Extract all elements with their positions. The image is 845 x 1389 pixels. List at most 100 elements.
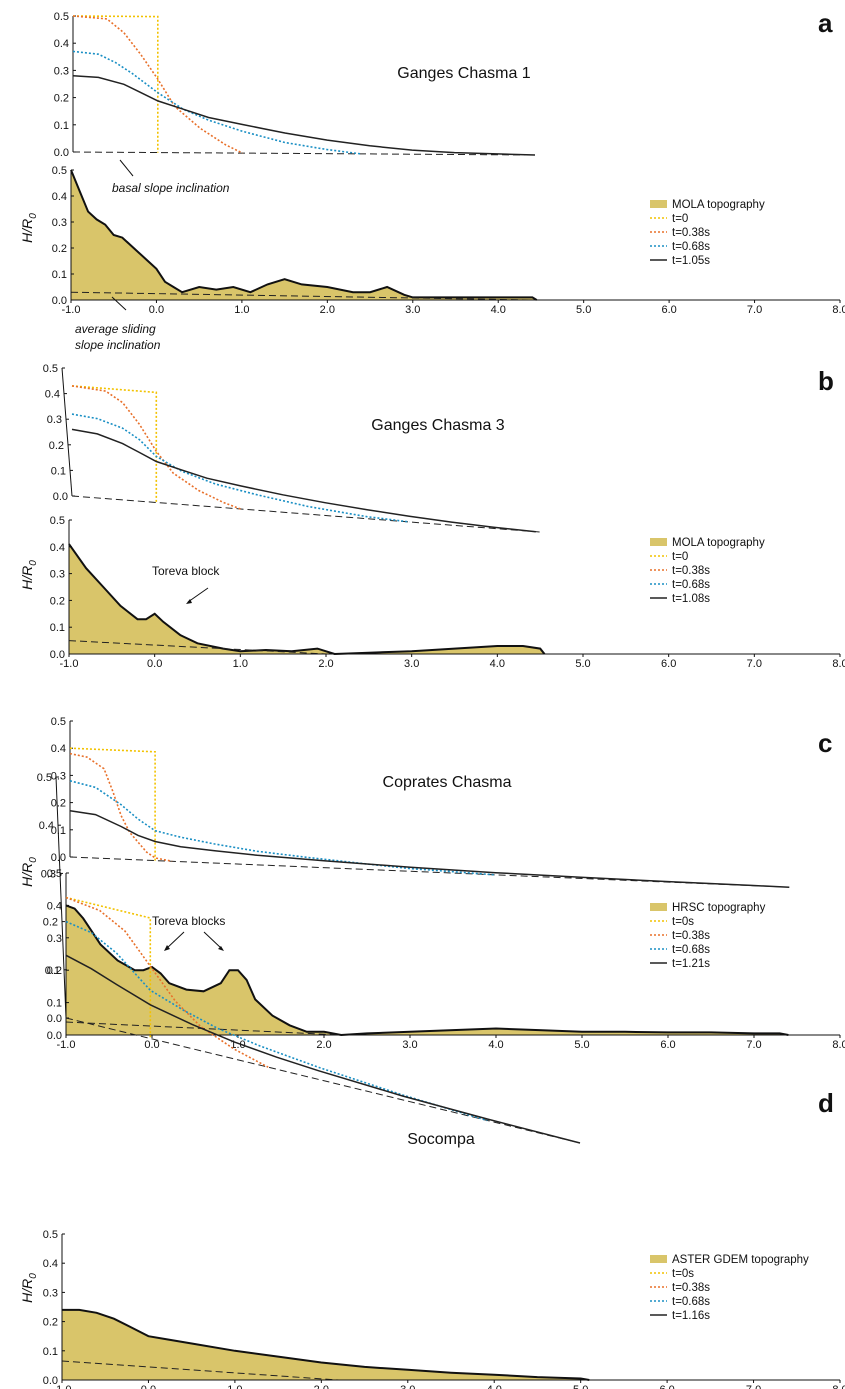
x-tick-label: 8.0 — [832, 658, 845, 670]
y-axis-label-main: H/R — [19, 219, 35, 243]
annotation-arrow — [203, 931, 223, 950]
panel-title: Coprates Chasma — [383, 774, 512, 791]
annotation-arrow — [187, 587, 209, 603]
y-axis-label-sub: 0 — [28, 857, 39, 863]
x-tick-label: 6.0 — [659, 1384, 674, 1389]
top-y-tick-label: 0.5 — [54, 11, 69, 23]
y-axis-label: H/R0 — [19, 857, 39, 887]
legend-entry: MOLA topography — [672, 537, 765, 549]
annotation-arrow — [165, 931, 185, 950]
series-t-0 — [72, 15, 159, 153]
top-y-tick-label: 0.2 — [49, 440, 64, 452]
topography-outline — [65, 904, 789, 1037]
annotation-arrowhead — [186, 599, 192, 604]
y-tick-label: 0.2 — [50, 595, 65, 607]
panel-letter: a — [818, 8, 833, 38]
top-y-tick-label: 0.4 — [51, 743, 66, 755]
legend-entry: t=1.21s — [672, 958, 710, 970]
x-tick-label: 3.0 — [402, 1039, 417, 1051]
legend-swatch — [650, 903, 667, 911]
legend-entry: t=0.38s — [672, 930, 710, 942]
y-axis-label-main: H/R — [19, 1279, 35, 1303]
y-axis-label-main: H/R — [19, 863, 35, 887]
top-y-tick-label: 0.5 — [37, 772, 52, 784]
topography-outline — [68, 543, 546, 656]
panel-title: Ganges Chasma 3 — [371, 417, 505, 434]
legend-swatch — [650, 200, 667, 208]
top-y-tick-label: 0.0 — [53, 491, 68, 503]
series-t-0-68s — [69, 780, 496, 876]
y-axis-label-sub: 0 — [28, 560, 39, 566]
panel-title: Ganges Chasma 1 — [397, 65, 531, 82]
series-t-1-08s — [71, 428, 536, 533]
annotation-pointer — [111, 296, 127, 311]
annotation-basal-slope: basal slope inclination — [112, 181, 230, 195]
y-tick-label: 0.5 — [47, 868, 62, 880]
topography-outline — [70, 169, 538, 301]
legend-entry: t=0 — [672, 213, 688, 225]
legend-entry: t=1.08s — [672, 593, 710, 605]
x-tick-label: -1.0 — [53, 1384, 72, 1389]
x-tick-label: -1.0 — [60, 658, 79, 670]
y-tick-label: 0.3 — [50, 569, 65, 581]
x-tick-label: 0.0 — [141, 1384, 156, 1389]
y-tick-label: 0.0 — [52, 295, 67, 307]
sliding-slope-line — [68, 640, 327, 655]
x-tick-label: 5.0 — [573, 1384, 588, 1389]
y-tick-label: 0.0 — [43, 1375, 58, 1387]
x-tick-label: 4.0 — [491, 304, 506, 316]
series-t-1-05s — [72, 75, 536, 156]
panel-title: Socompa — [407, 1131, 475, 1148]
panel-letter: c — [818, 728, 832, 758]
top-y-tick-label: 0.2 — [51, 798, 66, 810]
x-tick-label: 5.0 — [574, 1039, 589, 1051]
legend-swatch — [650, 1255, 667, 1263]
panel-a: -1.0 0.0 1.0 2.0 3.0 4.0 5.0 6.0 7.0 8.00.00.10.2… — [19, 8, 845, 352]
series-t-0-38s — [71, 385, 241, 510]
y-tick-label: 0.3 — [47, 933, 62, 945]
x-tick-label: 3.0 — [404, 658, 419, 670]
x-tick-label: 8.0 — [832, 1384, 845, 1389]
top-y-tick-label: 0.1 — [45, 965, 60, 977]
x-tick-label: -1.0 — [62, 304, 81, 316]
y-axis-label: H/R0 — [19, 1273, 39, 1303]
x-tick-label: 3.0 — [400, 1384, 415, 1389]
y-tick-label: 0.1 — [50, 622, 65, 634]
y-axis-label-main: H/R — [19, 566, 35, 590]
y-tick-label: 0.1 — [43, 1346, 58, 1358]
top-y-tick-label: 0.0 — [47, 1013, 62, 1025]
x-tick-label: 5.0 — [575, 658, 590, 670]
legend-swatch — [650, 538, 667, 546]
x-tick-label: 0.0 — [149, 304, 164, 316]
legend-entry: t=1.16s — [672, 1310, 710, 1322]
series-t-1-21s — [69, 810, 790, 888]
x-tick-label: 2.0 — [318, 658, 333, 670]
legend-entry: t=0.38s — [672, 1282, 710, 1294]
y-tick-label: 0.2 — [47, 965, 62, 977]
y-axis-label: H/R0 — [19, 560, 39, 590]
series-t-0-68s — [72, 50, 362, 155]
basal-slope-line — [65, 1017, 581, 1144]
basal-slope-line — [71, 495, 541, 533]
y-tick-label: 0.0 — [47, 1030, 62, 1042]
x-tick-label: 5.0 — [576, 304, 591, 316]
series-t-0-38s — [65, 896, 269, 1068]
top-y-tick-label: 0.3 — [54, 65, 69, 77]
series-t-0-68s — [65, 920, 488, 1122]
annotation-arrowhead — [218, 946, 224, 951]
series-t-0s — [65, 896, 152, 1039]
y-tick-label: 0.1 — [47, 998, 62, 1010]
panel-letter: d — [818, 1088, 834, 1118]
x-tick-label: 6.0 — [660, 1039, 675, 1051]
top-y-axis — [55, 776, 67, 1019]
legend-entry: ASTER GDEM topography — [672, 1254, 809, 1266]
legend-entry: HRSC topography — [672, 902, 766, 914]
x-tick-label: 6.0 — [661, 658, 676, 670]
legend-entry: t=0.38s — [672, 227, 710, 239]
top-y-tick-label: 0.0 — [54, 147, 69, 159]
y-tick-label: 0.4 — [50, 542, 65, 554]
x-tick-label: 2.0 — [320, 304, 335, 316]
legend-entry: t=0 — [672, 551, 688, 563]
topography-area — [66, 905, 789, 1035]
series-t-0-38s — [69, 752, 173, 863]
